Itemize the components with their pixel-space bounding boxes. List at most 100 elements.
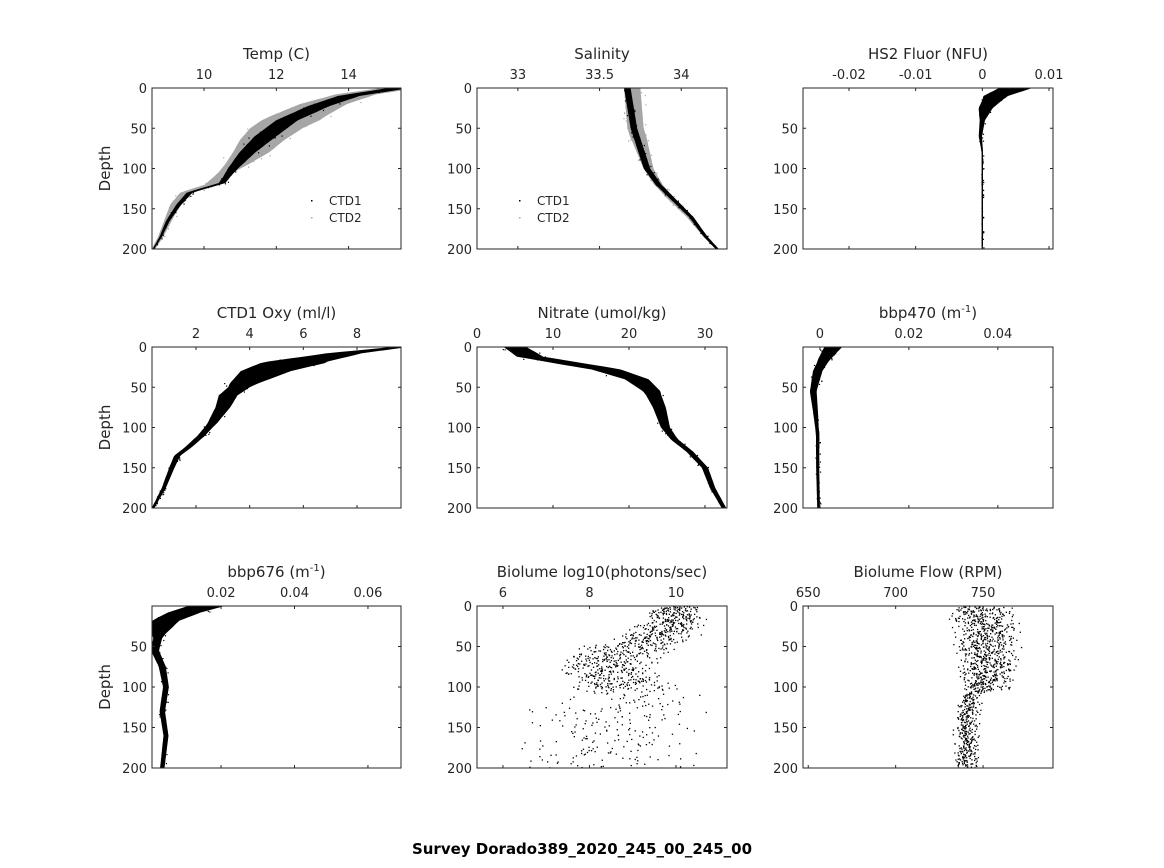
data-point — [974, 653, 976, 656]
data-point — [664, 631, 666, 633]
data-point — [1007, 664, 1009, 666]
data-point — [959, 713, 962, 715]
plot-area — [623, 88, 719, 249]
data-point — [975, 718, 977, 720]
data-point — [1012, 654, 1014, 657]
data-point — [818, 433, 820, 435]
data-point — [958, 609, 960, 611]
data-point — [185, 449, 187, 451]
data-point — [710, 242, 712, 244]
data-point — [989, 658, 991, 660]
data-point — [818, 431, 820, 433]
data-point — [998, 653, 1000, 655]
data-point — [621, 671, 623, 674]
data-point — [628, 684, 631, 686]
data-point — [662, 617, 664, 619]
data-point — [663, 714, 665, 716]
data-point — [968, 647, 970, 649]
data-point — [593, 740, 595, 742]
data-point — [982, 194, 985, 196]
data-point — [634, 758, 636, 761]
data-point — [581, 679, 584, 681]
data-point — [997, 637, 999, 639]
data-point — [590, 650, 592, 652]
data-point — [651, 622, 653, 624]
data-point — [990, 628, 993, 630]
data-point — [677, 608, 679, 611]
data-point — [620, 684, 622, 686]
data-point — [584, 723, 586, 725]
data-point — [685, 639, 687, 641]
data-point — [1003, 648, 1005, 650]
data-point — [615, 708, 617, 710]
data-point — [669, 606, 671, 609]
data-point — [693, 618, 695, 620]
data-point — [673, 614, 675, 617]
data-point — [667, 651, 669, 653]
series-ctd1 — [624, 88, 719, 249]
data-point — [631, 121, 633, 123]
y-tick-label: 50 — [781, 122, 798, 137]
data-point — [965, 747, 967, 749]
data-point — [605, 370, 608, 372]
data-point — [613, 660, 615, 662]
data-point — [961, 748, 963, 750]
data-point — [594, 683, 596, 686]
data-point — [972, 712, 974, 714]
data-point — [639, 745, 642, 747]
series-line — [514, 347, 725, 508]
data-point — [975, 681, 977, 683]
data-point — [642, 647, 644, 650]
data-point — [973, 698, 975, 701]
data-point — [627, 657, 629, 659]
data-point — [985, 643, 987, 645]
data-point — [678, 723, 681, 725]
data-point — [651, 617, 653, 619]
data-point — [650, 644, 652, 646]
data-point — [152, 647, 155, 650]
data-point — [654, 635, 657, 637]
data-point — [973, 640, 975, 642]
data-point — [973, 745, 976, 747]
data-point — [573, 656, 575, 658]
data-point — [982, 179, 984, 181]
data-point — [977, 744, 979, 746]
data-point — [1009, 670, 1011, 672]
data-point — [646, 633, 648, 635]
data-point — [634, 640, 637, 642]
data-point — [972, 684, 974, 686]
data-point — [644, 679, 647, 682]
data-point — [612, 657, 614, 659]
data-point — [608, 654, 610, 656]
data-point — [998, 645, 1000, 647]
data-point — [1009, 663, 1011, 666]
data-point — [640, 634, 642, 636]
data-point — [959, 670, 962, 672]
data-point — [679, 703, 681, 705]
data-point — [681, 211, 683, 213]
data-point — [667, 434, 669, 436]
data-point — [979, 114, 981, 116]
data-point — [985, 647, 987, 649]
data-point — [609, 680, 611, 682]
data-point — [992, 624, 994, 626]
data-point — [633, 678, 635, 681]
data-point — [978, 694, 981, 697]
data-point — [611, 651, 613, 653]
data-point — [810, 376, 813, 378]
data-point — [577, 665, 579, 668]
data-point — [656, 658, 658, 660]
data-point — [992, 631, 994, 633]
data-point — [683, 210, 685, 212]
data-point — [958, 625, 960, 628]
data-point — [962, 717, 964, 719]
data-point — [626, 638, 628, 640]
data-point — [623, 664, 626, 667]
data-point — [988, 627, 990, 629]
y-tick-label: 150 — [773, 203, 798, 218]
data-point — [976, 697, 978, 699]
data-point — [651, 644, 653, 647]
data-point — [654, 649, 656, 652]
